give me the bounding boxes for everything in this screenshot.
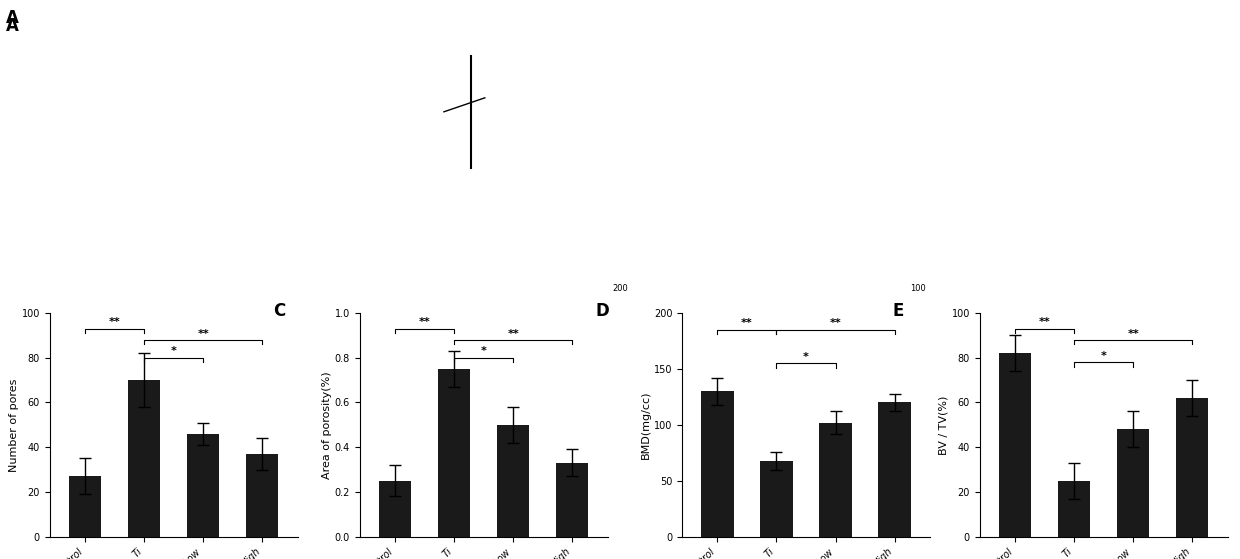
Polygon shape <box>112 126 211 246</box>
Bar <box>878 402 911 537</box>
Ellipse shape <box>227 175 243 186</box>
Text: *: * <box>1101 351 1106 361</box>
Text: 200: 200 <box>613 284 629 293</box>
Text: **: ** <box>742 319 753 329</box>
Text: control: control <box>33 265 57 271</box>
Bar <box>701 391 734 537</box>
Text: **: ** <box>197 329 210 339</box>
Text: High: High <box>963 265 980 271</box>
Bar <box>820 423 852 537</box>
Bar <box>128 380 160 537</box>
Bar <box>438 369 470 537</box>
Text: A: A <box>6 17 19 35</box>
Ellipse shape <box>77 145 93 156</box>
Ellipse shape <box>707 13 856 167</box>
Bar <box>187 434 219 537</box>
Ellipse shape <box>397 13 546 167</box>
Text: **: ** <box>830 319 842 329</box>
Text: D: D <box>595 302 609 320</box>
Text: *: * <box>481 347 486 357</box>
Text: A: A <box>6 9 19 27</box>
Ellipse shape <box>1017 13 1167 167</box>
Bar <box>1117 429 1149 537</box>
Y-axis label: BMD(mg/cc): BMD(mg/cc) <box>641 391 651 459</box>
Bar <box>1176 398 1209 537</box>
Bar <box>998 353 1032 537</box>
Text: *: * <box>804 352 808 362</box>
Bar <box>378 481 412 537</box>
Bar <box>68 476 102 537</box>
Bar <box>760 461 792 537</box>
Text: **: ** <box>1127 329 1140 339</box>
Text: **: ** <box>109 318 120 328</box>
Ellipse shape <box>40 175 57 186</box>
Polygon shape <box>1042 126 1141 246</box>
Text: *: * <box>171 347 176 357</box>
Ellipse shape <box>86 13 236 167</box>
Polygon shape <box>422 126 521 246</box>
Text: **: ** <box>1039 318 1050 328</box>
Bar <box>1058 481 1090 537</box>
Ellipse shape <box>196 199 212 210</box>
Text: Low: Low <box>653 265 667 271</box>
Bar <box>246 454 279 537</box>
Y-axis label: Area of porosity(%): Area of porosity(%) <box>321 371 332 479</box>
Ellipse shape <box>257 145 273 156</box>
Text: C: C <box>273 302 285 320</box>
Text: **: ** <box>419 318 430 328</box>
Ellipse shape <box>264 155 280 166</box>
Text: 100: 100 <box>910 284 926 293</box>
Polygon shape <box>732 126 831 246</box>
Ellipse shape <box>93 155 110 166</box>
Bar <box>556 463 589 537</box>
Bar <box>497 425 529 537</box>
Text: E: E <box>893 302 904 320</box>
Text: **: ** <box>507 329 520 339</box>
Y-axis label: Number of pores: Number of pores <box>9 378 19 472</box>
Ellipse shape <box>104 196 120 207</box>
Ellipse shape <box>83 199 100 210</box>
Ellipse shape <box>216 196 233 207</box>
Y-axis label: BV / TV(%): BV / TV(%) <box>939 395 949 454</box>
Text: Ti: Ti <box>343 265 350 271</box>
